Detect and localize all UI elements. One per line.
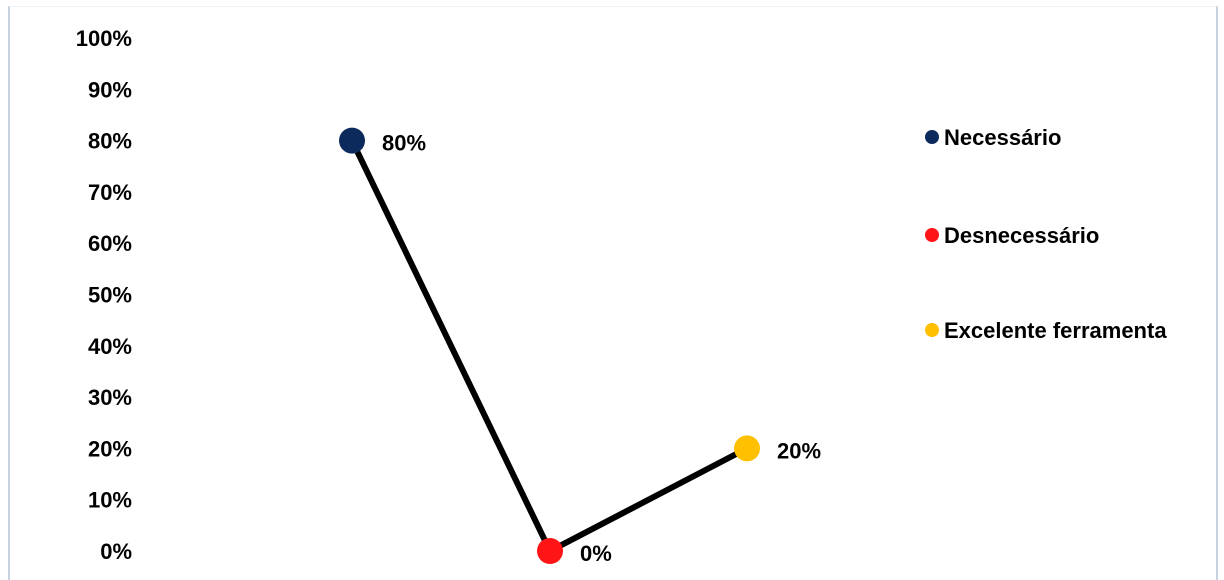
y-tick-label: 20%	[88, 436, 132, 461]
y-tick-label: 0%	[100, 539, 132, 564]
legend-marker	[925, 323, 939, 337]
y-tick-label: 100%	[76, 26, 132, 51]
legend-marker	[925, 130, 939, 144]
legend: Necessário Desnecessário Excelente ferrame…	[925, 125, 1167, 343]
y-tick-label: 30%	[88, 385, 132, 410]
data-label: 80%	[382, 131, 426, 156]
y-tick-label: 60%	[88, 231, 132, 256]
data-point	[537, 538, 563, 564]
y-tick-label: 70%	[88, 180, 132, 205]
data-label: 0%	[580, 541, 612, 566]
legend-label: Desnecessário	[944, 223, 1099, 248]
data-point	[339, 127, 365, 154]
series-line	[349, 139, 749, 556]
data-point	[734, 435, 760, 462]
y-tick-label: 50%	[88, 283, 132, 308]
chart-frame	[8, 6, 1218, 580]
legend-marker	[925, 228, 939, 242]
y-tick-label: 90%	[88, 77, 132, 102]
y-tick-label: 10%	[88, 488, 132, 513]
y-tick-label: 80%	[88, 129, 132, 154]
series-polyline	[349, 139, 749, 556]
legend-label: Excelente ferramenta	[944, 318, 1167, 343]
data-labels: 80% 0% 20%	[382, 131, 821, 566]
y-tick-label: 40%	[88, 334, 132, 359]
legend-label: Necessário	[944, 125, 1061, 150]
data-points	[339, 127, 760, 564]
y-axis-ticks: 0% 10% 20% 30% 40% 50% 60% 70% 80% 90% 100%	[76, 26, 132, 564]
data-label: 20%	[777, 438, 821, 463]
